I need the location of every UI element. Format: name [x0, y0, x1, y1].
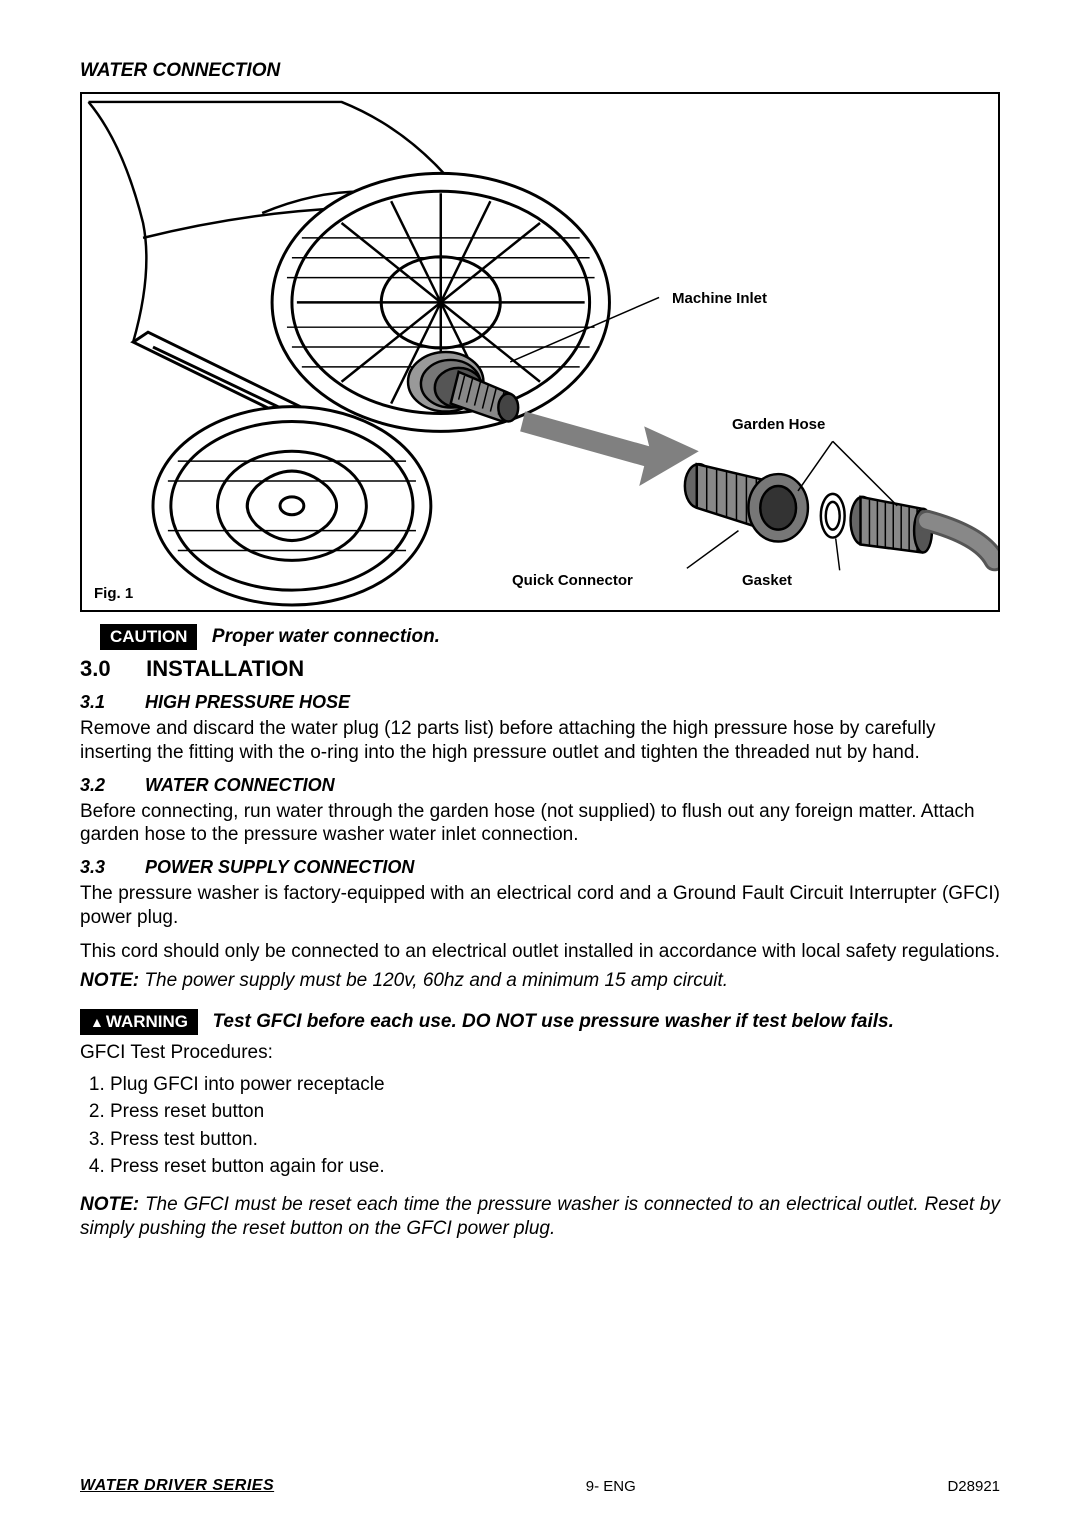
gfci-note: NOTE: The GFCI must be reset each time t… — [80, 1193, 1000, 1241]
gfci-steps-list: Plug GFCI into power receptacle Press re… — [110, 1071, 1000, 1181]
caution-text: Proper water connection. — [212, 626, 440, 647]
list-item: Press reset button again for use. — [110, 1153, 1000, 1181]
section-33-num: 3.3 — [80, 857, 140, 878]
footer-doc: D28921 — [947, 1478, 1000, 1495]
label-quick-connector: Quick Connector — [512, 572, 633, 589]
section-33-body2: This cord should only be connected to an… — [80, 940, 1000, 964]
label-gasket: Gasket — [742, 572, 792, 589]
section-33-heading: 3.3 POWER SUPPLY CONNECTION — [80, 857, 1000, 878]
section-33-note: NOTE: The power supply must be 120v, 60h… — [80, 969, 1000, 993]
caution-row: CAUTION Proper water connection. — [100, 624, 1000, 650]
note-label: NOTE: — [80, 970, 139, 991]
note-body: The GFCI must be reset each time the pre… — [80, 1194, 1000, 1239]
footer-page: 9- ENG — [586, 1478, 636, 1495]
caution-badge: CAUTION — [100, 624, 197, 650]
water-connection-diagram — [82, 94, 998, 610]
warning-badge-text: WARNING — [106, 1012, 188, 1031]
page-section-title: WATER CONNECTION — [80, 60, 1000, 82]
warning-text: Test GFCI before each use. DO NOT use pr… — [212, 1011, 893, 1032]
section-32-heading: 3.2 WATER CONNECTION — [80, 775, 1000, 796]
note-body: The power supply must be 120v, 60hz and … — [144, 970, 728, 991]
section-3-heading: 3.0 INSTALLATION — [80, 656, 1000, 682]
section-31-heading: 3.1 HIGH PRESSURE HOSE — [80, 692, 1000, 713]
figure-1: Machine Inlet Garden Hose Quick Connecto… — [80, 92, 1000, 612]
section-3-num: 3.0 — [80, 656, 140, 682]
section-31-body: Remove and discard the water plug (12 pa… — [80, 717, 1000, 765]
list-item: Press test button. — [110, 1126, 1000, 1154]
section-3-title: INSTALLATION — [146, 656, 304, 681]
figure-number: Fig. 1 — [94, 585, 133, 602]
warning-row: ▲WARNING Test GFCI before each use. DO N… — [80, 1009, 1000, 1035]
label-garden-hose: Garden Hose — [732, 416, 825, 433]
label-machine-inlet: Machine Inlet — [672, 290, 767, 307]
footer-brand: WATER DRIVER SERIES — [80, 1477, 274, 1495]
section-31-num: 3.1 — [80, 692, 140, 713]
section-33-body1: The pressure washer is factory-equipped … — [80, 882, 1000, 930]
list-item: Press reset button — [110, 1098, 1000, 1126]
warning-badge: ▲WARNING — [80, 1009, 198, 1035]
page-footer: WATER DRIVER SERIES 9- ENG D28921 — [80, 1477, 1000, 1495]
list-item: Plug GFCI into power receptacle — [110, 1071, 1000, 1099]
note-label: NOTE: — [80, 1194, 139, 1215]
gfci-intro: GFCI Test Procedures: — [80, 1041, 1000, 1065]
section-31-title: HIGH PRESSURE HOSE — [145, 692, 350, 712]
section-33-title: POWER SUPPLY CONNECTION — [145, 857, 414, 877]
section-32-title: WATER CONNECTION — [145, 775, 335, 795]
section-32-body: Before connecting, run water through the… — [80, 800, 1000, 848]
section-32-num: 3.2 — [80, 775, 140, 796]
warning-triangle-icon: ▲ — [90, 1014, 104, 1030]
direction-arrow-icon — [520, 412, 699, 486]
